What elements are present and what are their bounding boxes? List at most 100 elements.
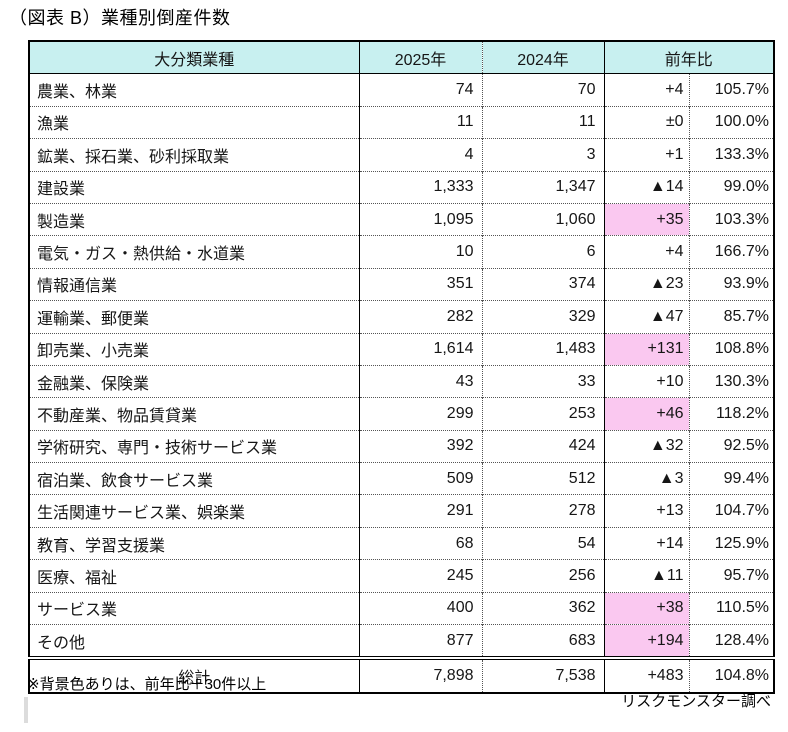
row-2025-value: 68 [359,526,483,560]
row-yoy-diff: +1 [604,138,690,172]
row-yoy-ratio: 92.5% [689,429,775,463]
row-yoy-ratio: 130.3% [689,364,775,398]
table-row: 農業、林業 74 70 +4 105.7% [29,73,775,107]
row-2024-value: 11 [482,105,605,139]
row-2024-value: 256 [482,559,605,593]
row-yoy-ratio: 99.4% [689,462,775,495]
table-row: 教育、学習支援業 68 54 +14 125.9% [29,526,775,560]
row-category: 情報通信業 [29,267,360,301]
row-category: その他 [29,624,360,659]
row-2025-value: 282 [359,300,483,334]
row-2024-value: 54 [482,526,605,560]
row-2025-value: 43 [359,364,483,398]
row-2024-value: 253 [482,397,605,431]
row-2024-value: 1,060 [482,202,605,236]
total-yoy-ratio: 104.8% [689,656,775,693]
table-row: 鉱業、採石業、砂利採取業 4 3 +1 133.3% [29,138,775,172]
row-2025-value: 1,614 [359,332,483,366]
row-category: 農業、林業 [29,73,360,107]
row-2025-value: 4 [359,138,483,172]
header-row: 大分類業種 2025年 2024年 前年比 [29,41,775,75]
row-yoy-ratio: 95.7% [689,559,775,593]
row-yoy-ratio: 166.7% [689,235,775,269]
row-2024-value: 278 [482,494,605,528]
table-row: 生活関連サービス業、娯楽業 291 278 +13 104.7% [29,494,775,528]
row-yoy-ratio: 128.4% [689,624,775,659]
table-row: 製造業 1,095 1,060 +35 103.3% [29,202,775,236]
table-row: 宿泊業、飲食サービス業 509 512 ▲3 99.4% [29,462,775,495]
row-yoy-diff: ▲32 [604,429,690,463]
row-2024-value: 424 [482,429,605,463]
row-2025-value: 392 [359,429,483,463]
table-row: 電気・ガス・熱供給・水道業 10 6 +4 166.7% [29,235,775,269]
row-yoy-diff: +35 [604,202,690,236]
table-header: 大分類業種 2025年 2024年 前年比 [29,41,775,75]
col-header-category: 大分類業種 [29,41,360,75]
row-category: サービス業 [29,591,360,625]
source-credit: リスクモンスター調べ [621,693,771,710]
row-category: 医療、福祉 [29,559,360,593]
table-row: 金融業、保険業 43 33 +10 130.3% [29,364,775,398]
row-2025-value: 351 [359,267,483,301]
row-yoy-diff: +194 [604,624,690,659]
total-2024-value: 7,538 [482,656,605,693]
row-yoy-ratio: 99.0% [689,170,775,204]
row-2024-value: 374 [482,267,605,301]
row-category: 宿泊業、飲食サービス業 [29,462,360,495]
row-category: 生活関連サービス業、娯楽業 [29,494,360,528]
row-category: 金融業、保険業 [29,364,360,398]
row-2024-value: 6 [482,235,605,269]
row-yoy-diff: ▲47 [604,300,690,334]
row-yoy-ratio: 100.0% [689,105,775,139]
table-row: 学術研究、専門・技術サービス業 392 424 ▲32 92.5% [29,429,775,463]
row-category: 不動産業、物品賃貸業 [29,397,360,431]
row-2024-value: 70 [482,73,605,107]
table-body: 農業、林業 74 70 +4 105.7% 漁業 11 11 ±0 100.0%… [29,73,775,659]
bankruptcy-by-industry-table: 大分類業種 2025年 2024年 前年比 農業、林業 74 70 +4 105… [28,40,776,694]
row-yoy-ratio: 85.7% [689,300,775,334]
row-yoy-ratio: 118.2% [689,397,775,431]
row-yoy-ratio: 108.8% [689,332,775,366]
figure-title: （図表 B）業種別倒産件数 [9,8,231,28]
row-category: 漁業 [29,105,360,139]
row-category: 学術研究、専門・技術サービス業 [29,429,360,463]
table-row: その他 877 683 +194 128.4% [29,624,775,659]
row-2024-value: 33 [482,364,605,398]
row-yoy-diff: ▲23 [604,267,690,301]
row-2024-value: 512 [482,462,605,495]
row-yoy-diff: +14 [604,526,690,560]
row-yoy-diff: +10 [604,364,690,398]
row-yoy-diff: ±0 [604,105,690,139]
row-2025-value: 299 [359,397,483,431]
total-label: 総計 [29,656,360,693]
row-yoy-diff: +4 [604,73,690,107]
row-yoy-diff: +38 [604,591,690,625]
row-category: 建設業 [29,170,360,204]
row-category: 電気・ガス・熱供給・水道業 [29,235,360,269]
cursor-artifact [24,697,28,723]
row-2024-value: 362 [482,591,605,625]
row-category: 鉱業、採石業、砂利採取業 [29,138,360,172]
row-category: 教育、学習支援業 [29,526,360,560]
row-category: 運輸業、郵便業 [29,300,360,334]
row-2025-value: 1,095 [359,202,483,236]
row-2024-value: 329 [482,300,605,334]
table-row: 医療、福祉 245 256 ▲11 95.7% [29,559,775,593]
table-row: 不動産業、物品賃貸業 299 253 +46 118.2% [29,397,775,431]
row-category: 製造業 [29,202,360,236]
total-yoy-diff: +483 [604,656,690,693]
col-header-2024: 2024年 [482,41,605,75]
row-2025-value: 245 [359,559,483,593]
table-row: 運輸業、郵便業 282 329 ▲47 85.7% [29,300,775,334]
row-yoy-diff: +46 [604,397,690,431]
row-yoy-ratio: 105.7% [689,73,775,107]
row-yoy-ratio: 125.9% [689,526,775,560]
row-yoy-ratio: 93.9% [689,267,775,301]
col-header-2025: 2025年 [359,41,483,75]
table-row: 建設業 1,333 1,347 ▲14 99.0% [29,170,775,204]
row-yoy-diff: +131 [604,332,690,366]
row-2025-value: 10 [359,235,483,269]
row-yoy-ratio: 104.7% [689,494,775,528]
highlight-legend-note: ※背景色ありは、前年比＋30件以上 [27,676,267,693]
table-row: 情報通信業 351 374 ▲23 93.9% [29,267,775,301]
